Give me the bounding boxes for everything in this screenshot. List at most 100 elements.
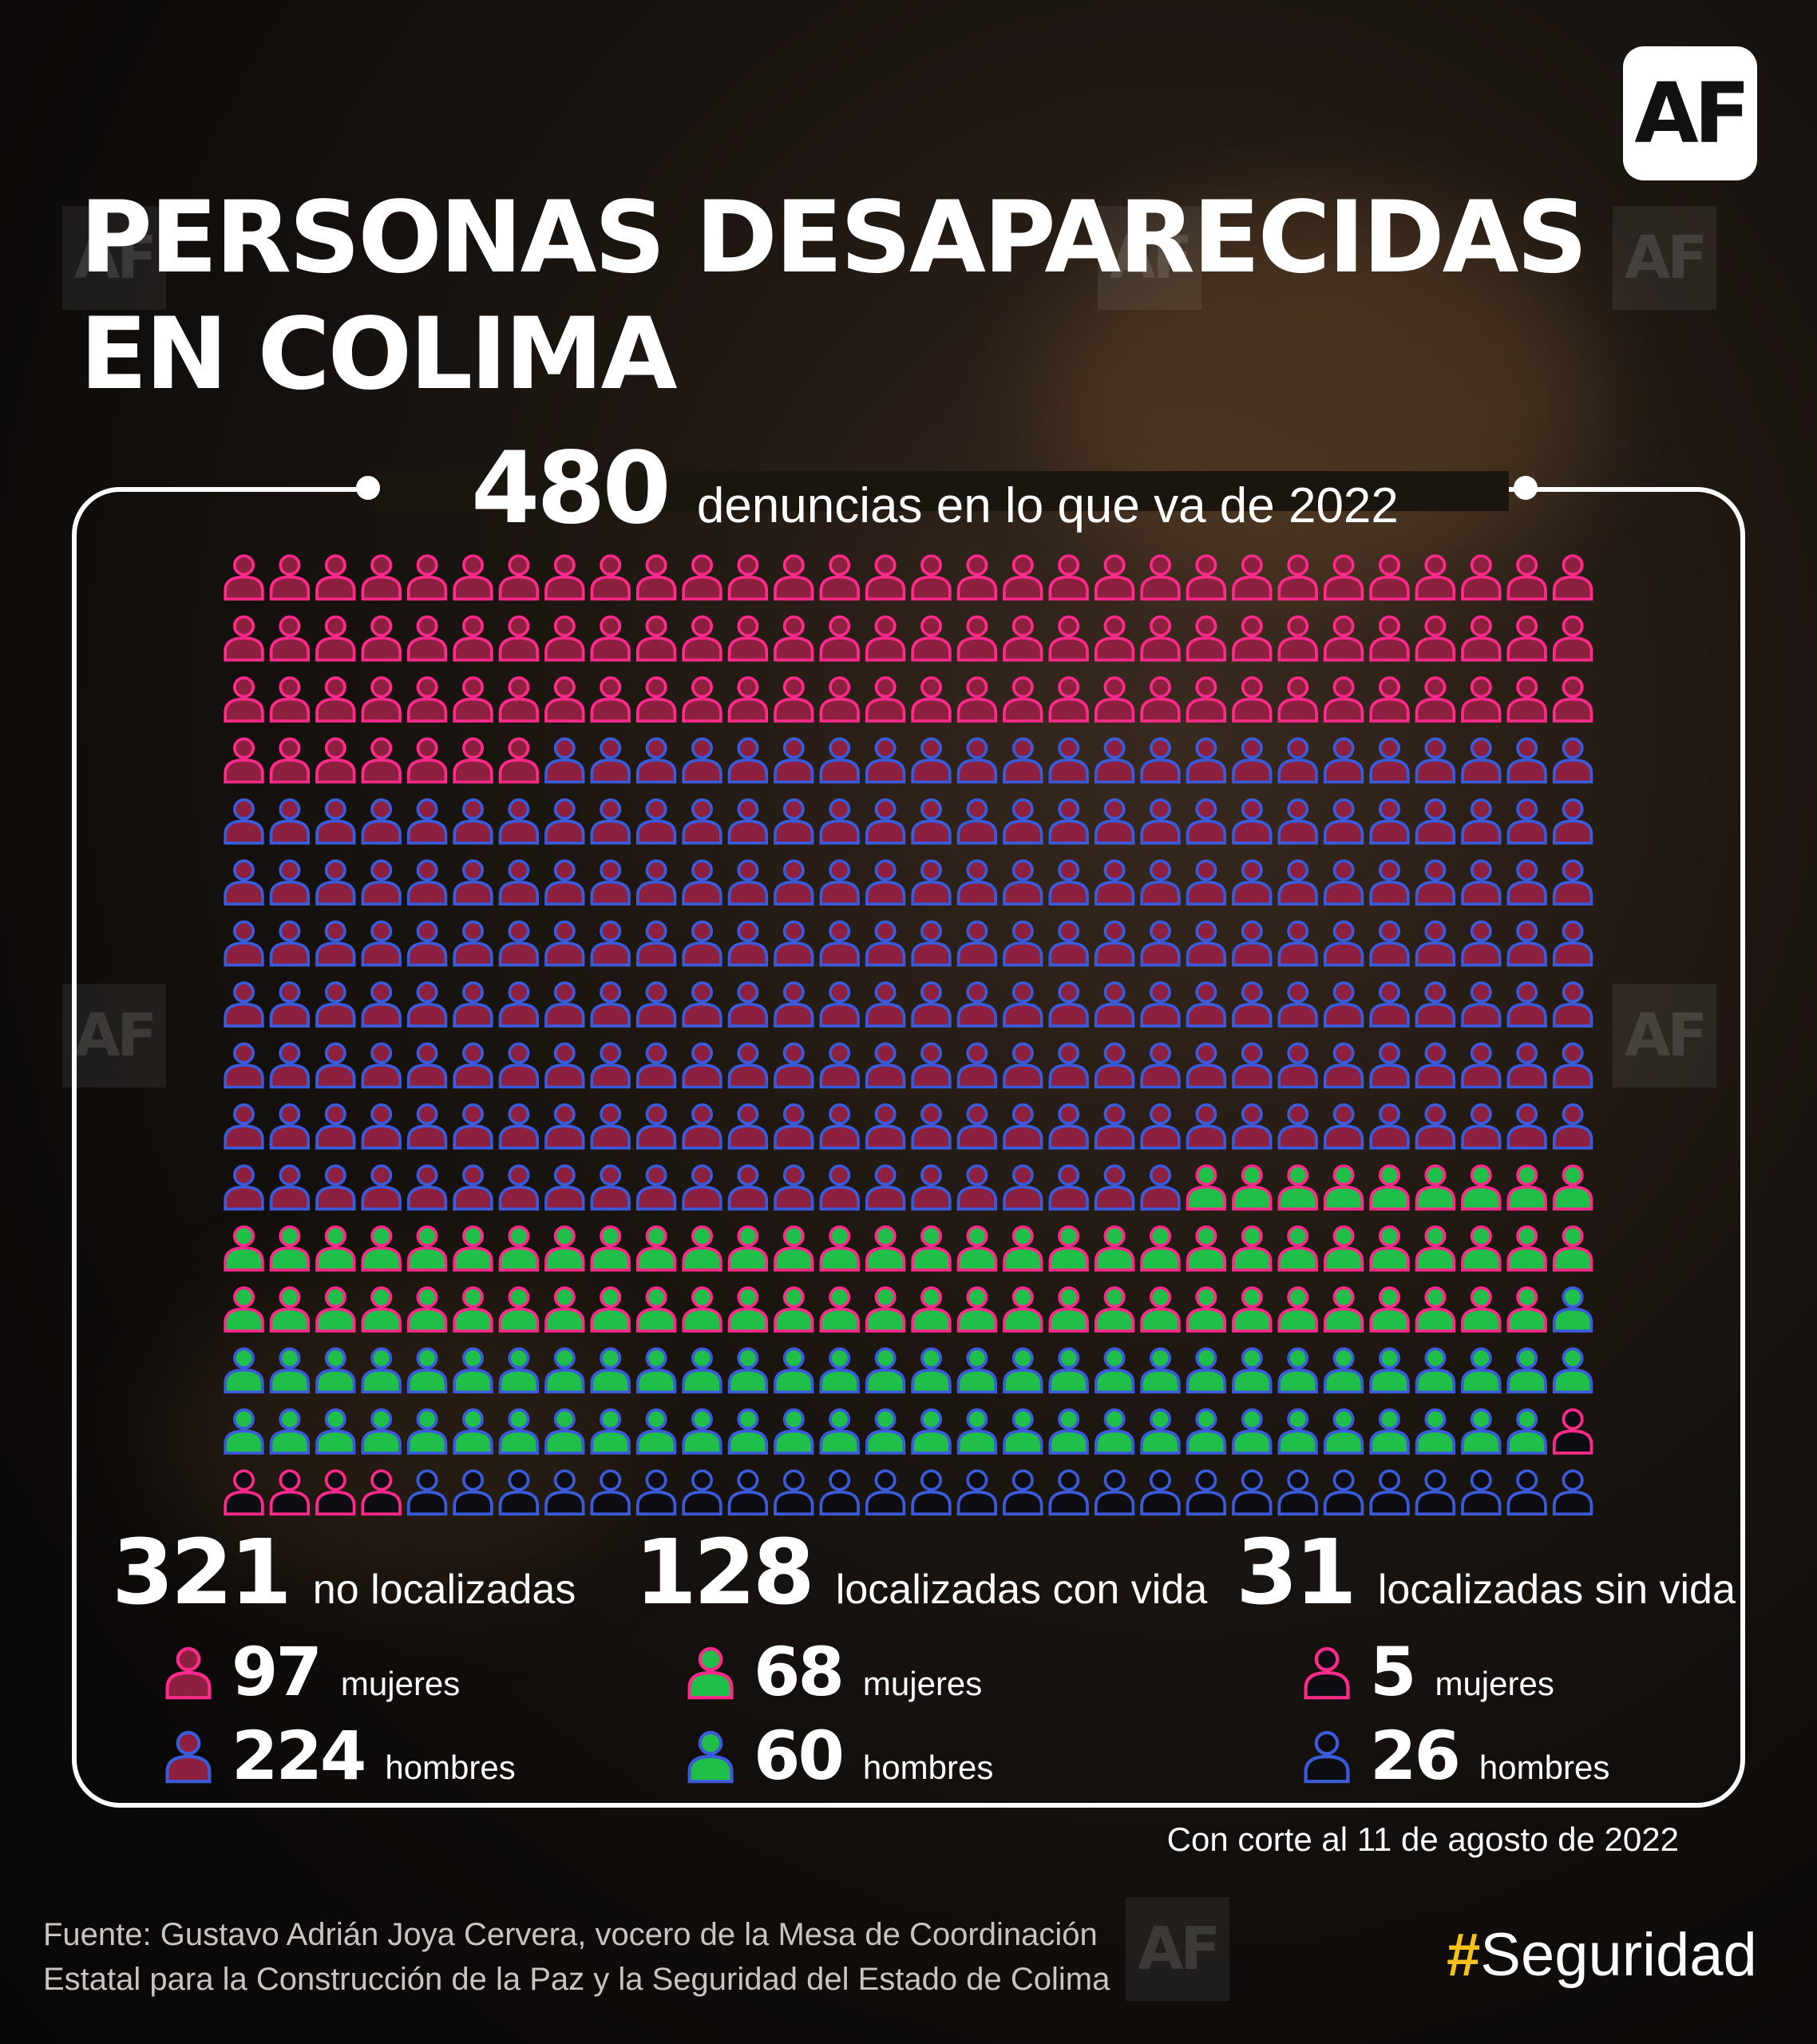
person-icon-localizadas_con_vida-mujeres [1140, 1286, 1181, 1333]
person-icon-no_localizadas-mujeres [1003, 676, 1043, 723]
person-icon-no_localizadas-hombres [361, 981, 402, 1028]
person-icon-no_localizadas-hombres [1506, 1103, 1547, 1150]
person-icon-localizadas_con_vida-hombres [1140, 1408, 1181, 1455]
person-icon-no_localizadas-hombres [406, 1103, 448, 1150]
person-icon-no_localizadas-hombres [453, 981, 493, 1028]
person-icon-no_localizadas-hombres [1186, 1103, 1227, 1150]
person-icon-no_localizadas-mujeres [865, 676, 906, 723]
person-icon-no_localizadas-mujeres [682, 615, 722, 662]
person-icon-no_localizadas-hombres [544, 859, 585, 906]
person-icon-no_localizadas-mujeres [1277, 676, 1318, 723]
person-icon-no_localizadas-hombres [819, 859, 860, 906]
person-icon-localizadas_con_vida-hombres [682, 1408, 722, 1455]
person-icon-no_localizadas-hombres [269, 981, 311, 1028]
person-icon-no_localizadas-mujeres [315, 676, 356, 723]
person-icon-no_localizadas-mujeres [1232, 676, 1273, 723]
person-icon-no_localizadas-hombres [1415, 1042, 1456, 1089]
woman-icon [1304, 1646, 1350, 1700]
person-icon-no_localizadas-hombres [1369, 798, 1410, 845]
person-icon-no_localizadas-hombres [1186, 737, 1227, 784]
person-icon-localizadas_con_vida-mujeres [1094, 1286, 1135, 1333]
hashtag-word: Seguridad [1480, 1921, 1757, 1989]
person-icon-no_localizadas-hombres [361, 798, 402, 845]
person-icon-localizadas_sin_vida-hombres [682, 1469, 722, 1516]
person-icon-no_localizadas-mujeres [590, 554, 631, 601]
person-icon-no_localizadas-hombres [1323, 920, 1364, 967]
person-icon-localizadas_con_vida-hombres [911, 1408, 952, 1455]
person-icon-no_localizadas-hombres [635, 737, 677, 784]
person-icon-localizadas_sin_vida-hombres [1094, 1469, 1135, 1516]
watermark-logo: AF [62, 206, 166, 310]
person-icon-no_localizadas-mujeres [406, 737, 448, 784]
person-icon-localizadas_con_vida-hombres [774, 1347, 814, 1394]
person-icon-localizadas_sin_vida-hombres [1506, 1469, 1547, 1516]
person-icon-no_localizadas-hombres [269, 859, 311, 906]
person-icon-no_localizadas-hombres [1094, 1164, 1135, 1211]
person-icon-no_localizadas-hombres [406, 1164, 448, 1211]
person-icon-localizadas_con_vida-hombres [865, 1408, 906, 1455]
person-icon-localizadas_sin_vida-hombres [635, 1469, 677, 1516]
person-icon-localizadas_sin_vida-hombres [774, 1469, 814, 1516]
breakdown-hombres: 224 hombres [164, 1717, 516, 1795]
person-icon-no_localizadas-mujeres [453, 676, 493, 723]
person-icon-no_localizadas-hombres [1461, 737, 1502, 784]
person-icon-no_localizadas-hombres [1232, 981, 1273, 1028]
person-icon-no_localizadas-hombres [1140, 1042, 1181, 1089]
person-icon-localizadas_con_vida-hombres [1048, 1408, 1089, 1455]
person-icon-localizadas_sin_vida-mujeres [315, 1469, 356, 1516]
person-icon-no_localizadas-hombres [1003, 1164, 1043, 1211]
total-number: 480 [471, 431, 671, 546]
person-icon-localizadas_con_vida-hombres [590, 1408, 631, 1455]
person-icon-no_localizadas-hombres [911, 859, 952, 906]
person-icon-no_localizadas-hombres [1094, 920, 1135, 967]
person-icon-no_localizadas-mujeres [1094, 676, 1135, 723]
person-icon-no_localizadas-mujeres [498, 615, 540, 662]
person-icon-localizadas_con_vida-mujeres [498, 1225, 540, 1272]
stat-localizadas-sin-vida: 31 localizadas sin vida [1236, 1521, 1736, 1625]
person-icon-localizadas_con_vida-hombres [224, 1408, 264, 1455]
breakdown-hombres: 60 hombres [687, 1717, 993, 1795]
stat-localizadas-con-vida: 128 localizadas con vida [635, 1521, 1207, 1625]
person-icon-no_localizadas-hombres [1277, 798, 1318, 845]
person-icon-no_localizadas-mujeres [453, 554, 493, 601]
person-icon-no_localizadas-hombres [1506, 859, 1547, 906]
watermark-logo: AF [1098, 206, 1201, 310]
person-icon-no_localizadas-mujeres [635, 676, 677, 723]
title-line-1: PERSONAS DESAPARECIDAS [80, 180, 1588, 295]
person-icon-no_localizadas-hombres [956, 981, 998, 1028]
person-icon-localizadas_sin_vida-hombres [1369, 1469, 1410, 1516]
person-icon-localizadas_con_vida-hombres [1323, 1408, 1364, 1455]
person-icon-localizadas_con_vida-mujeres [590, 1286, 631, 1333]
person-icon-localizadas_con_vida-mujeres [453, 1286, 493, 1333]
person-icon-no_localizadas-mujeres [1323, 554, 1364, 601]
person-icon-localizadas_con_vida-mujeres [727, 1225, 769, 1272]
hashtag-symbol: # [1447, 1921, 1481, 1989]
person-icon-no_localizadas-hombres [1232, 920, 1273, 967]
person-icon-localizadas_con_vida-hombres [1094, 1347, 1135, 1394]
person-icon-localizadas_con_vida-mujeres [774, 1225, 814, 1272]
person-icon-no_localizadas-hombres [1186, 981, 1227, 1028]
person-icon-no_localizadas-mujeres [635, 554, 677, 601]
person-icon-no_localizadas-hombres [1003, 1103, 1043, 1150]
breakdown-number: 5 [1370, 1633, 1416, 1711]
person-icon-no_localizadas-hombres [269, 920, 311, 967]
person-icon-no_localizadas-hombres [1461, 981, 1502, 1028]
man-icon [687, 1730, 734, 1784]
person-icon-localizadas_con_vida-mujeres [269, 1286, 311, 1333]
person-icon-no_localizadas-mujeres [1506, 676, 1547, 723]
person-icon-localizadas_con_vida-hombres [361, 1347, 402, 1394]
person-icon-localizadas_con_vida-mujeres [1323, 1286, 1364, 1333]
person-icon-no_localizadas-hombres [1277, 920, 1318, 967]
person-icon-localizadas_sin_vida-hombres [1461, 1469, 1502, 1516]
person-icon-localizadas_con_vida-mujeres [224, 1225, 264, 1272]
person-icon-no_localizadas-hombres [1094, 737, 1135, 784]
person-icon-localizadas_con_vida-mujeres [1506, 1286, 1547, 1333]
frame-dot-right [1514, 476, 1538, 500]
person-icon-localizadas_con_vida-mujeres [453, 1225, 493, 1272]
cutoff-date: Con corte al 11 de agosto de 2022 [1166, 1820, 1679, 1858]
person-icon-no_localizadas-hombres [1003, 1042, 1043, 1089]
person-icon-no_localizadas-mujeres [1048, 676, 1089, 723]
person-icon-localizadas_con_vida-hombres [1461, 1408, 1502, 1455]
person-icon-no_localizadas-hombres [956, 920, 998, 967]
person-icon-localizadas_con_vida-hombres [911, 1347, 952, 1394]
